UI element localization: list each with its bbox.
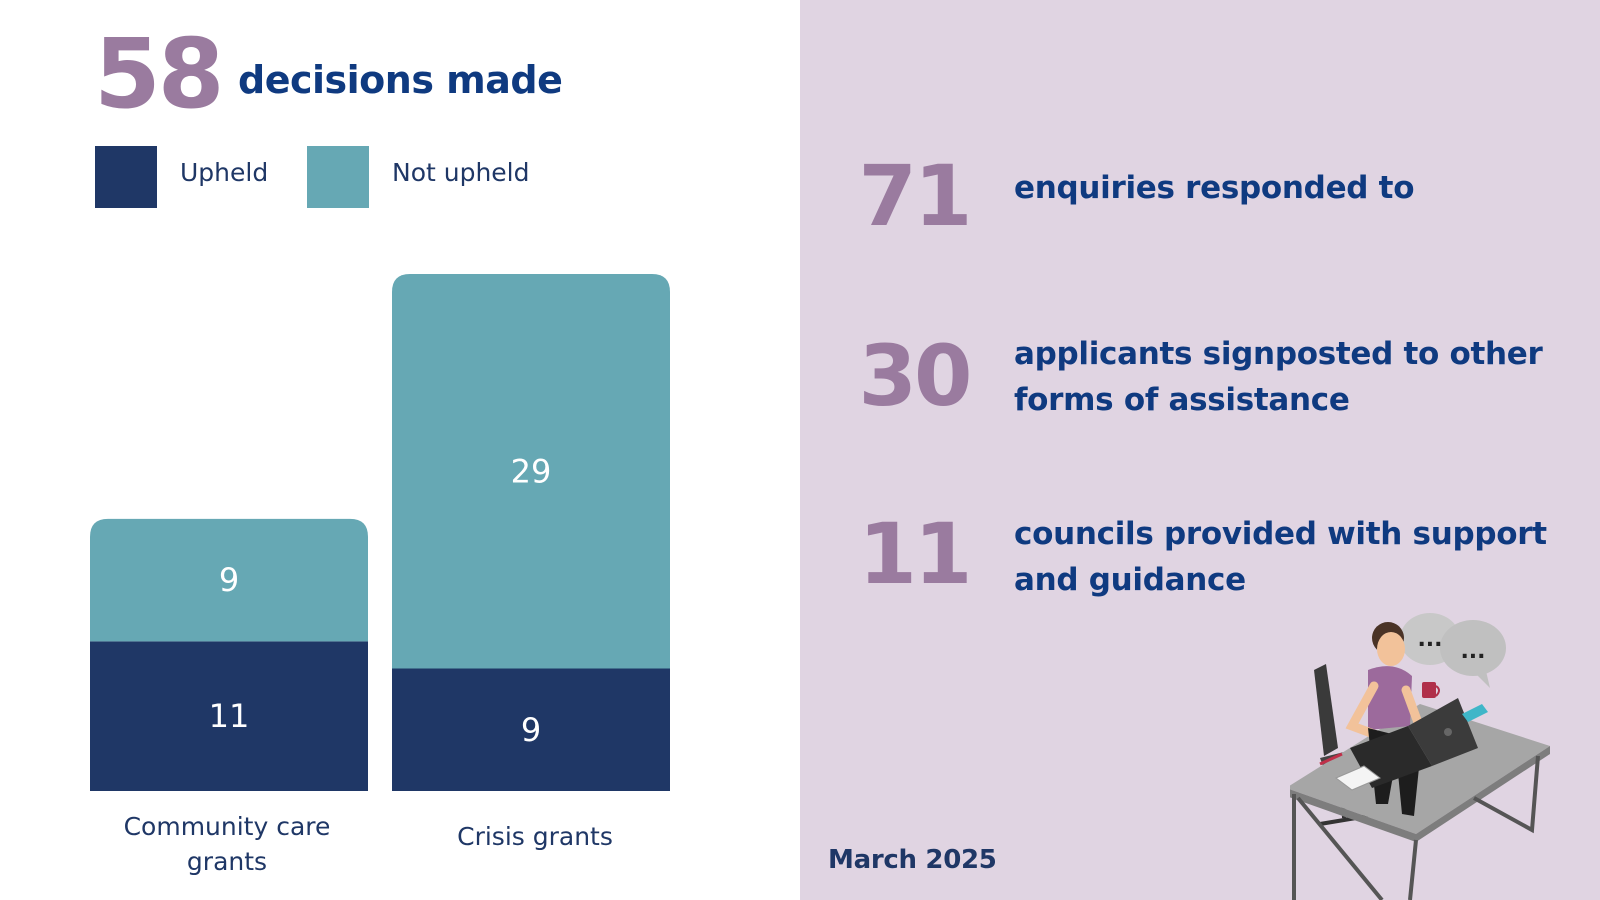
mug-icon (1422, 682, 1436, 698)
bar-segment-upheld-crisis-grants (392, 668, 670, 791)
decisions-heading: decisions made (238, 58, 563, 102)
category-label-line: Community care (123, 812, 331, 841)
bar-segment-not-upheld-crisis-grants (392, 274, 670, 669)
stat-text-line: councils provided with support (1014, 516, 1547, 552)
stat-text-line: and guidance (1014, 561, 1246, 598)
report-date: March 2025 (828, 845, 997, 875)
data-label-not-upheld-community-care-grants: 9 (219, 561, 239, 599)
speech-bubble-icon (1440, 620, 1506, 676)
bar-segment-upheld-community-care-grants (90, 641, 368, 791)
stat-text-line: forms of assistance (1014, 381, 1350, 418)
bar-segment-not-upheld-community-care-grants (90, 518, 368, 642)
category-label-line: grants (186, 846, 268, 876)
stat-text-line: enquiries responded to (1014, 170, 1415, 206)
person-shirt-icon (1368, 666, 1412, 730)
category-label-community-care: Community care grants (87, 810, 367, 879)
stat-text-enquiries: enquiries responded to (1014, 166, 1574, 212)
category-label-line: Crisis grants (457, 822, 613, 851)
stat-number-signposted: 30 (858, 327, 973, 425)
phone-icon (1462, 704, 1488, 722)
svg-text:...: ... (1417, 627, 1442, 652)
legend-swatch-upheld (95, 146, 157, 208)
notebook-icon (1335, 765, 1381, 791)
person-at-desk-with-laptop-icon: ... ... (1290, 613, 1550, 900)
chair-icon (1314, 664, 1338, 756)
data-label-upheld-community-care-grants: 11 (209, 697, 250, 735)
stat-number-councils: 11 (858, 505, 973, 603)
stat-text-line: applicants signposted to other (1014, 336, 1543, 372)
data-label-not-upheld-crisis-grants: 29 (511, 452, 552, 490)
category-label-crisis: Crisis grants (395, 820, 675, 855)
stat-number-enquiries: 71 (858, 147, 973, 245)
legend-label-not-upheld: Not upheld (392, 158, 530, 187)
stat-text-councils: councils provided with support and guida… (1014, 512, 1574, 603)
stat-text-signposted: applicants signposted to other forms of … (1014, 332, 1574, 423)
data-label-upheld-crisis-grants: 9 (521, 711, 541, 749)
legend-label-upheld: Upheld (180, 158, 269, 187)
svg-text:...: ... (1460, 639, 1485, 664)
legend-swatch-not-upheld (307, 146, 369, 208)
decisions-total: 58 (94, 18, 225, 130)
stacked-bar-chart: 11 9 9 29 (90, 274, 670, 791)
